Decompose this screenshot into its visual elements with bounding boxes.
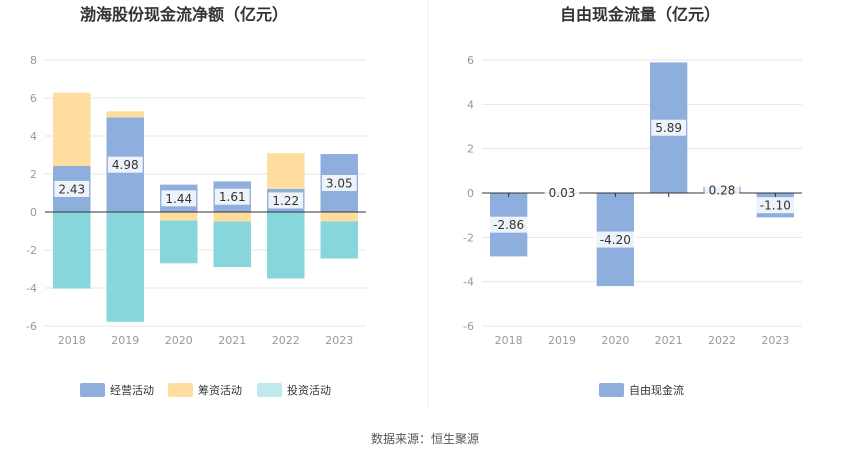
legend-swatch	[168, 383, 193, 397]
bar	[320, 221, 358, 259]
data-label-background	[704, 181, 740, 198]
data-label: 1.22	[272, 194, 299, 208]
data-label-background	[54, 180, 90, 197]
bar	[53, 92, 91, 166]
chart-title: 渤海股份现金流净额（亿元）	[80, 5, 288, 24]
y-tick-label: -6	[26, 320, 37, 333]
data-label-background	[544, 184, 580, 201]
data-label: -1.10	[760, 199, 791, 213]
x-tick-label: 2023	[325, 334, 353, 347]
y-tick-label: 6	[30, 92, 37, 105]
x-tick-label: 2021	[218, 334, 246, 347]
y-tick-label: -2	[463, 231, 474, 244]
data-label: 1.61	[219, 190, 246, 204]
legend-swatch	[599, 383, 624, 397]
data-label-background	[754, 197, 797, 214]
data-label-background	[321, 175, 357, 192]
data-label: 1.44	[165, 192, 192, 206]
legend-label: 投资活动	[287, 383, 331, 397]
cash-flow-chart: 渤海股份现金流净额（亿元） -6 -4 -2 0 2 4 6 8 2018 2019 2020 202…	[26, 5, 366, 397]
data-label-background	[487, 216, 530, 233]
bar	[213, 221, 251, 268]
x-tick-label: 2023	[761, 334, 789, 347]
x-tick-label: 2019	[111, 334, 139, 347]
legend-swatch	[80, 383, 105, 397]
bar	[320, 212, 358, 222]
x-tick-label: 2019	[548, 334, 576, 347]
bar	[267, 153, 305, 189]
legend-swatch	[257, 383, 282, 397]
data-label-background	[161, 190, 197, 207]
y-tick-label: 0	[467, 187, 474, 200]
bar	[160, 220, 198, 264]
chart-title: 自由现金流量（亿元）	[560, 5, 720, 24]
x-tick-label: 2018	[495, 334, 523, 347]
y-tick-label: 2	[467, 143, 474, 156]
data-label-background	[651, 119, 687, 136]
x-tick-label: 2020	[165, 334, 193, 347]
legend-label: 经营活动	[110, 383, 154, 397]
data-label-background	[214, 188, 250, 205]
y-tick-label: -4	[463, 276, 474, 289]
y-tick-label: -2	[26, 244, 37, 257]
data-label: 4.98	[112, 158, 139, 172]
data-label: 2.43	[58, 182, 85, 196]
x-tick-label: 2020	[601, 334, 629, 347]
bar	[53, 212, 91, 289]
data-label-background	[594, 231, 637, 248]
data-label-background	[107, 156, 143, 173]
data-label: 0.03	[549, 186, 576, 200]
y-tick-label: 4	[30, 130, 37, 143]
y-tick-label: 4	[467, 98, 474, 111]
y-tick-label: 0	[30, 206, 37, 219]
y-tick-label: 6	[467, 54, 474, 67]
data-source-note: 数据来源：恒生聚源	[371, 431, 479, 446]
bar	[213, 212, 251, 222]
data-label: -2.86	[493, 218, 524, 232]
x-tick-label: 2018	[58, 334, 86, 347]
bar	[267, 212, 305, 279]
data-label: 0.28	[709, 183, 736, 197]
bar	[106, 111, 144, 118]
y-tick-label: 8	[30, 54, 37, 67]
y-tick-label: -6	[463, 320, 474, 333]
data-label-background	[268, 192, 304, 209]
bar	[160, 212, 198, 221]
data-label: -4.20	[600, 233, 631, 247]
free-cash-flow-chart: 自由现金流量（亿元） -6 -4 -2 0 2 4 6 2018 2019 2020 2021 202…	[463, 5, 802, 397]
x-tick-label: 2022	[272, 334, 300, 347]
legend-label: 自由现金流	[629, 383, 684, 397]
bar	[106, 212, 144, 322]
data-label: 3.05	[326, 177, 353, 191]
legend-label: 筹资活动	[198, 383, 242, 397]
x-tick-label: 2021	[655, 334, 683, 347]
y-tick-label: -4	[26, 282, 37, 295]
x-tick-label: 2022	[708, 334, 736, 347]
y-tick-label: 2	[30, 168, 37, 181]
data-label: 5.89	[655, 121, 682, 135]
